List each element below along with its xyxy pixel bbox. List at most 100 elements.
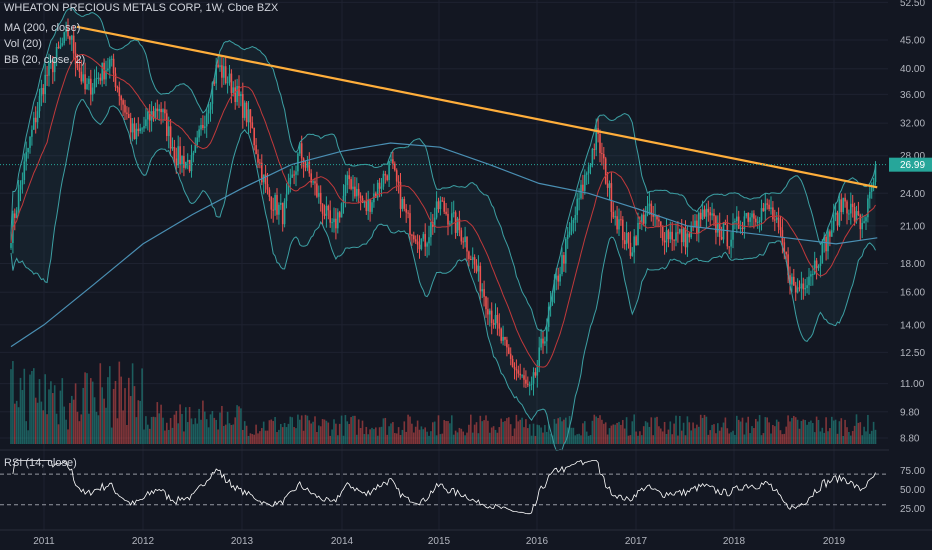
symbol-title[interactable]: WHEATON PRECIOUS METALS CORP, 1W, Cboe B… bbox=[4, 2, 279, 14]
candle-body bbox=[276, 195, 278, 215]
volume-bar bbox=[528, 424, 531, 444]
candle-body bbox=[793, 276, 795, 286]
candle-body bbox=[644, 214, 647, 224]
candle-body bbox=[542, 338, 544, 344]
candle-body bbox=[363, 200, 366, 203]
candlestick-series[interactable] bbox=[10, 18, 877, 396]
candle-body bbox=[680, 229, 683, 243]
candle-body bbox=[443, 200, 445, 212]
volume-bar bbox=[604, 422, 607, 444]
candle-body bbox=[34, 117, 37, 123]
candle-body bbox=[148, 111, 151, 121]
candle-body bbox=[585, 173, 588, 175]
volume-bar bbox=[846, 427, 848, 444]
candle-body bbox=[848, 213, 850, 215]
candle-body bbox=[156, 108, 159, 112]
candle-body bbox=[701, 209, 704, 220]
bollinger-legend[interactable]: BB (20, close, 2) bbox=[4, 54, 86, 66]
volume-bar bbox=[808, 421, 810, 444]
candle-body bbox=[236, 86, 238, 103]
candle-body bbox=[378, 182, 381, 189]
volume-bar bbox=[325, 420, 328, 444]
candle-body bbox=[63, 32, 65, 44]
volume-bar bbox=[479, 415, 482, 444]
volume-bar bbox=[789, 421, 791, 444]
candle-body bbox=[335, 218, 337, 229]
volume-bar bbox=[175, 410, 178, 444]
candle-body bbox=[736, 216, 738, 222]
volume-bar bbox=[456, 432, 459, 444]
candle-body bbox=[38, 95, 41, 112]
price-axis[interactable]: 52.50 45.00 40.00 36.00 32.00 28.00 24.00 21.00… bbox=[889, 0, 932, 530]
candle-body bbox=[226, 82, 229, 84]
volume-bar bbox=[215, 419, 217, 444]
volume-bar bbox=[527, 428, 529, 444]
bb-upper-line bbox=[10, 6, 876, 332]
candle-body bbox=[261, 162, 263, 183]
candle-body bbox=[15, 210, 18, 218]
volume-bar bbox=[255, 424, 257, 444]
candle-body bbox=[637, 222, 639, 246]
volume-bar bbox=[369, 429, 371, 444]
volume-bar bbox=[133, 386, 136, 444]
candle-body bbox=[715, 216, 717, 233]
trendline[interactable] bbox=[76, 25, 878, 189]
candle-body bbox=[485, 296, 487, 310]
volume-bar bbox=[781, 434, 784, 444]
candle-body bbox=[371, 202, 373, 212]
volume-bar bbox=[299, 419, 301, 444]
price-tick-label: 32.00 bbox=[900, 119, 925, 130]
volume-bar bbox=[12, 361, 14, 444]
candle-body bbox=[344, 185, 347, 196]
volume-bar bbox=[699, 414, 702, 444]
volume-bar bbox=[696, 424, 698, 444]
candle-body bbox=[456, 218, 459, 233]
volume-bar bbox=[420, 426, 423, 444]
volume-legend[interactable]: Vol (20) bbox=[4, 38, 42, 50]
volume-bar bbox=[494, 429, 497, 444]
volume-bar bbox=[726, 428, 729, 444]
volume-bar bbox=[620, 424, 622, 444]
volume-bar bbox=[128, 377, 130, 444]
candle-body bbox=[800, 283, 803, 289]
volume-bar bbox=[177, 423, 179, 444]
volume-bar bbox=[297, 414, 299, 444]
candle-body bbox=[71, 35, 73, 40]
candle-body bbox=[831, 230, 833, 237]
candle-body bbox=[268, 189, 271, 197]
candle-body bbox=[439, 200, 442, 210]
candle-body bbox=[808, 276, 810, 286]
candle-body bbox=[422, 234, 425, 239]
volume-bar bbox=[449, 423, 451, 444]
volume-bar bbox=[671, 434, 673, 444]
candle-body bbox=[95, 77, 98, 80]
price-tick-label: 36.00 bbox=[900, 90, 925, 101]
volume-bar bbox=[701, 417, 704, 444]
volume-bar bbox=[578, 433, 580, 444]
ma-legend[interactable]: MA (200, close) bbox=[4, 22, 81, 34]
volume-bar bbox=[498, 427, 501, 444]
volume-bar bbox=[454, 430, 457, 444]
candle-body bbox=[669, 231, 672, 240]
candle-body bbox=[204, 126, 206, 129]
rsi-legend[interactable]: RSI (14, close) bbox=[4, 457, 77, 469]
volume-bar bbox=[572, 427, 575, 444]
candle-body bbox=[487, 309, 489, 315]
time-axis[interactable]: 2011 2012 2013 2014 2015 2016 2017 2018 2019 bbox=[0, 529, 932, 550]
volume-bar bbox=[240, 408, 242, 444]
volume-bar bbox=[397, 427, 400, 444]
candle-body bbox=[281, 202, 284, 225]
candle-body bbox=[515, 369, 518, 371]
volume-bar bbox=[413, 432, 415, 444]
volume-bar bbox=[641, 435, 643, 444]
candle-body bbox=[361, 198, 364, 203]
candle-body bbox=[48, 62, 50, 76]
candle-body bbox=[10, 242, 12, 248]
candle-body bbox=[572, 219, 575, 224]
candle-body bbox=[538, 347, 540, 367]
volume-bar bbox=[739, 421, 742, 444]
candle-body bbox=[473, 257, 476, 265]
candle-body bbox=[787, 254, 789, 276]
candle-body bbox=[496, 314, 499, 324]
